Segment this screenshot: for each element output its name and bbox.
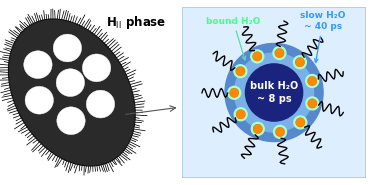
Circle shape [273, 47, 286, 60]
Circle shape [234, 65, 247, 78]
Circle shape [82, 54, 111, 82]
Text: bulk H₂O: bulk H₂O [250, 81, 298, 91]
Circle shape [275, 48, 284, 58]
Circle shape [24, 51, 52, 78]
Circle shape [275, 127, 285, 137]
Circle shape [251, 50, 264, 63]
Circle shape [245, 64, 303, 121]
Circle shape [236, 110, 245, 119]
Circle shape [295, 58, 305, 67]
Text: ~ 8 ps: ~ 8 ps [257, 94, 291, 104]
Circle shape [251, 122, 264, 135]
Circle shape [296, 118, 305, 127]
Circle shape [86, 90, 115, 118]
Circle shape [308, 99, 317, 108]
Text: H$_\mathrm{II}$ phase: H$_\mathrm{II}$ phase [106, 14, 166, 31]
Circle shape [25, 86, 53, 114]
FancyBboxPatch shape [182, 7, 366, 178]
Circle shape [57, 107, 85, 135]
Circle shape [306, 97, 319, 110]
Circle shape [56, 69, 85, 97]
Text: slow H₂O
~ 40 ps: slow H₂O ~ 40 ps [300, 11, 346, 63]
Circle shape [225, 43, 323, 142]
Circle shape [306, 75, 319, 88]
Circle shape [236, 67, 245, 76]
Ellipse shape [8, 19, 135, 166]
Circle shape [229, 88, 239, 97]
Circle shape [253, 52, 262, 61]
Circle shape [234, 108, 247, 121]
Circle shape [274, 125, 287, 138]
Circle shape [294, 116, 307, 129]
Circle shape [53, 34, 82, 62]
Circle shape [228, 86, 241, 99]
Circle shape [293, 56, 307, 69]
Circle shape [308, 76, 317, 86]
Circle shape [235, 53, 313, 132]
Circle shape [253, 124, 262, 133]
Text: bound H₂O: bound H₂O [206, 16, 260, 60]
